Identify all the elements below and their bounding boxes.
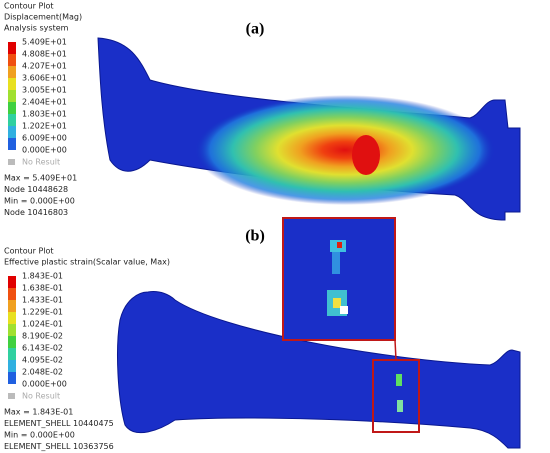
- inset-spot: [333, 298, 341, 308]
- legend-level: 1.433E-01: [22, 296, 63, 305]
- legend-heading: Analysis system: [4, 24, 69, 33]
- panel-label: (b): [245, 228, 265, 245]
- legend-swatch: [8, 102, 16, 114]
- stat-line: Node 10416803: [4, 208, 68, 217]
- legend-level: 2.404E+01: [22, 98, 67, 107]
- legend-swatch: [8, 393, 15, 399]
- legend-heading: Contour Plot: [4, 247, 54, 256]
- legend-swatch: [8, 66, 16, 78]
- legend-swatch: [8, 276, 16, 288]
- legend-swatch: [8, 78, 16, 90]
- contour-a-peak: [352, 135, 380, 175]
- legend-level: 1.638E-01: [22, 284, 63, 293]
- inset: [282, 217, 396, 341]
- legend-swatch: [8, 138, 16, 150]
- legend-swatch: [8, 300, 16, 312]
- legend-swatch: [8, 372, 16, 384]
- stat-line: Node 10448628: [4, 185, 68, 194]
- legend-swatch: [8, 348, 16, 360]
- legend-level: 1.202E+01: [22, 122, 67, 131]
- connector: [394, 339, 397, 361]
- stat-line: Min = 0.000E+00: [4, 197, 75, 206]
- legend-level: 3.606E+01: [22, 74, 67, 83]
- legend-swatch: [8, 312, 16, 324]
- legend-level: 3.005E+01: [22, 86, 67, 95]
- legend-no-result: No Result: [22, 158, 60, 167]
- stat-line: ELEMENT_SHELL 10440475: [4, 419, 114, 428]
- legend-level: 6.143E-02: [22, 344, 63, 353]
- stat-line: Max = 1.843E-01: [4, 408, 73, 417]
- legend-level: 8.190E-02: [22, 332, 63, 341]
- legend-heading: Displacement(Mag): [4, 13, 82, 22]
- legend-level: 4.207E+01: [22, 62, 67, 71]
- legend-level: 5.409E+01: [22, 38, 67, 47]
- legend-swatch: [8, 324, 16, 336]
- legend-swatch: [8, 90, 16, 102]
- legend-level: 2.048E-02: [22, 368, 63, 377]
- stat-line: Max = 5.409E+01: [4, 174, 77, 183]
- legend-level: 1.803E+01: [22, 110, 67, 119]
- legend-heading: Effective plastic strain(Scalar value, M…: [4, 258, 170, 267]
- legend-level: 0.000E+00: [22, 146, 67, 155]
- legend-swatch: [8, 42, 16, 54]
- legend-level: 1.024E-01: [22, 320, 63, 329]
- legend-level: 4.095E-02: [22, 356, 63, 365]
- legend-swatch: [8, 114, 16, 126]
- inset-spot: [337, 242, 342, 248]
- legend-swatch: [8, 54, 16, 66]
- spot: [397, 400, 403, 412]
- legend-swatch: [8, 336, 16, 348]
- stat-line: ELEMENT_SHELL 10363756: [4, 442, 114, 451]
- spot: [396, 374, 402, 386]
- legend-level: 6.009E+00: [22, 134, 67, 143]
- panel-label: (a): [246, 21, 265, 38]
- inset-spot: [332, 252, 340, 274]
- legend-heading: Contour Plot: [4, 2, 54, 11]
- legend-level: 0.000E+00: [22, 380, 67, 389]
- legend-swatch: [8, 288, 16, 300]
- legend-swatch: [8, 159, 15, 165]
- legend-swatch: [8, 360, 16, 372]
- legend-level: 1.229E-01: [22, 308, 63, 317]
- legend-no-result: No Result: [22, 392, 60, 401]
- legend-level: 4.808E+01: [22, 50, 67, 59]
- contour-a: [195, 95, 495, 205]
- legend-swatch: [8, 126, 16, 138]
- stat-line: Min = 0.000E+00: [4, 431, 75, 440]
- legend-level: 1.843E-01: [22, 272, 63, 281]
- inset-spot: [340, 306, 348, 314]
